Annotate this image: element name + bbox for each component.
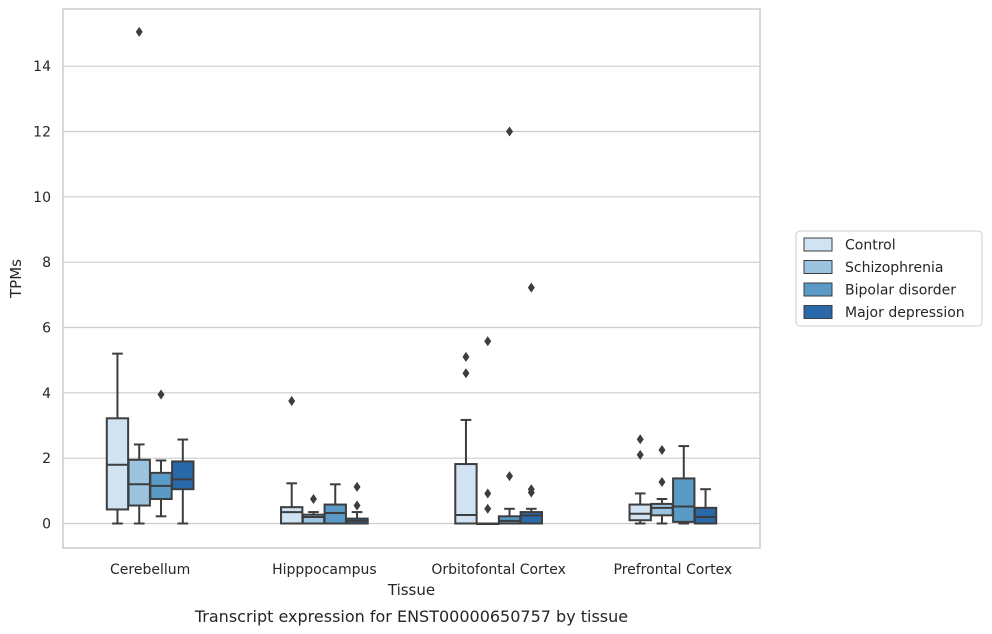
- box-iqr: [454, 463, 478, 525]
- outlier-point: [658, 445, 666, 455]
- legend-frame: [795, 230, 983, 327]
- legend-swatch: [803, 305, 833, 319]
- y-tick-label: 10: [33, 190, 51, 206]
- plot-border: [62, 8, 761, 549]
- y-tick-labels: 0 2 4 6 8 10 12 14: [33, 59, 51, 532]
- x-tick-label: Cerebellum: [110, 562, 190, 578]
- x-tick-labels: Cerebellum Hipppocampus Orbitofontal Corte…: [110, 562, 732, 578]
- box-plot: [323, 483, 347, 525]
- outlier-point: [484, 488, 492, 499]
- box-iqr: [127, 458, 151, 507]
- legend-swatch: [803, 237, 833, 252]
- legend-swatch: [803, 282, 833, 297]
- box-iqr: [519, 511, 543, 525]
- legend-label: Bipolar disorder: [845, 283, 956, 299]
- box-plot: [171, 438, 195, 525]
- box-iqr: [280, 506, 304, 525]
- y-tick-label: 2: [42, 451, 51, 467]
- outlier-point: [157, 389, 165, 400]
- box-plot: [519, 282, 543, 525]
- y-tick-label: 8: [42, 255, 51, 271]
- outlier-point: [484, 336, 492, 347]
- outlier-point: [462, 368, 470, 379]
- outlier-point: [462, 351, 470, 362]
- outlier-point: [288, 396, 296, 406]
- outlier-point: [636, 449, 644, 460]
- outlier-point: [484, 503, 492, 514]
- legend-label: Schizophrenia: [845, 260, 943, 276]
- legend-swatch: [803, 260, 833, 274]
- outlier-point: [135, 26, 143, 37]
- y-tick-label: 6: [42, 321, 51, 337]
- box-plot: [672, 445, 696, 525]
- x-tick-label: Hipppocampus: [272, 562, 377, 578]
- plot-area: [63, 9, 760, 548]
- outlier-point: [527, 282, 535, 293]
- box-iqr: [693, 506, 718, 525]
- outlier-point: [506, 471, 514, 482]
- box-iqr: [672, 477, 696, 523]
- box-plot: [105, 352, 130, 525]
- x-axis-title: Tissue: [387, 581, 435, 599]
- box-series: [105, 26, 718, 525]
- box-plot: [454, 351, 478, 525]
- box-iqr: [650, 502, 674, 517]
- outlier-point: [527, 484, 535, 495]
- x-tick-label: Prefrontal Cortex: [614, 562, 733, 578]
- box-plot: [280, 396, 304, 525]
- chart-caption: Transcript expression for ENST0000065075…: [194, 607, 628, 626]
- box-plot: [693, 488, 718, 525]
- outlier-point: [506, 126, 514, 137]
- legend-label: Major depression: [845, 305, 965, 321]
- outlier-point: [309, 494, 317, 504]
- outlier-point: [353, 481, 361, 492]
- y-tick-label: 14: [33, 59, 51, 75]
- legend-label: Control: [845, 238, 896, 254]
- grid-lines: [63, 65, 760, 525]
- y-tick-label: 0: [42, 517, 51, 533]
- box-plot: [497, 126, 522, 525]
- y-axis-title: TPMs: [7, 259, 25, 299]
- box-plot: [127, 26, 151, 525]
- y-tick-label: 4: [42, 386, 51, 402]
- box-plot: [149, 389, 173, 518]
- outlier-point: [658, 477, 666, 488]
- box-plot: [345, 481, 369, 525]
- outlier-point: [636, 434, 644, 445]
- legend: Control Schizophrenia Bipolar disorder Majo…: [795, 230, 983, 327]
- box-iqr: [628, 503, 652, 522]
- box-iqr: [171, 460, 195, 491]
- x-tick-label: Orbitofontal Cortex: [431, 562, 566, 578]
- y-tick-label: 12: [33, 125, 51, 141]
- outlier-point: [353, 500, 361, 511]
